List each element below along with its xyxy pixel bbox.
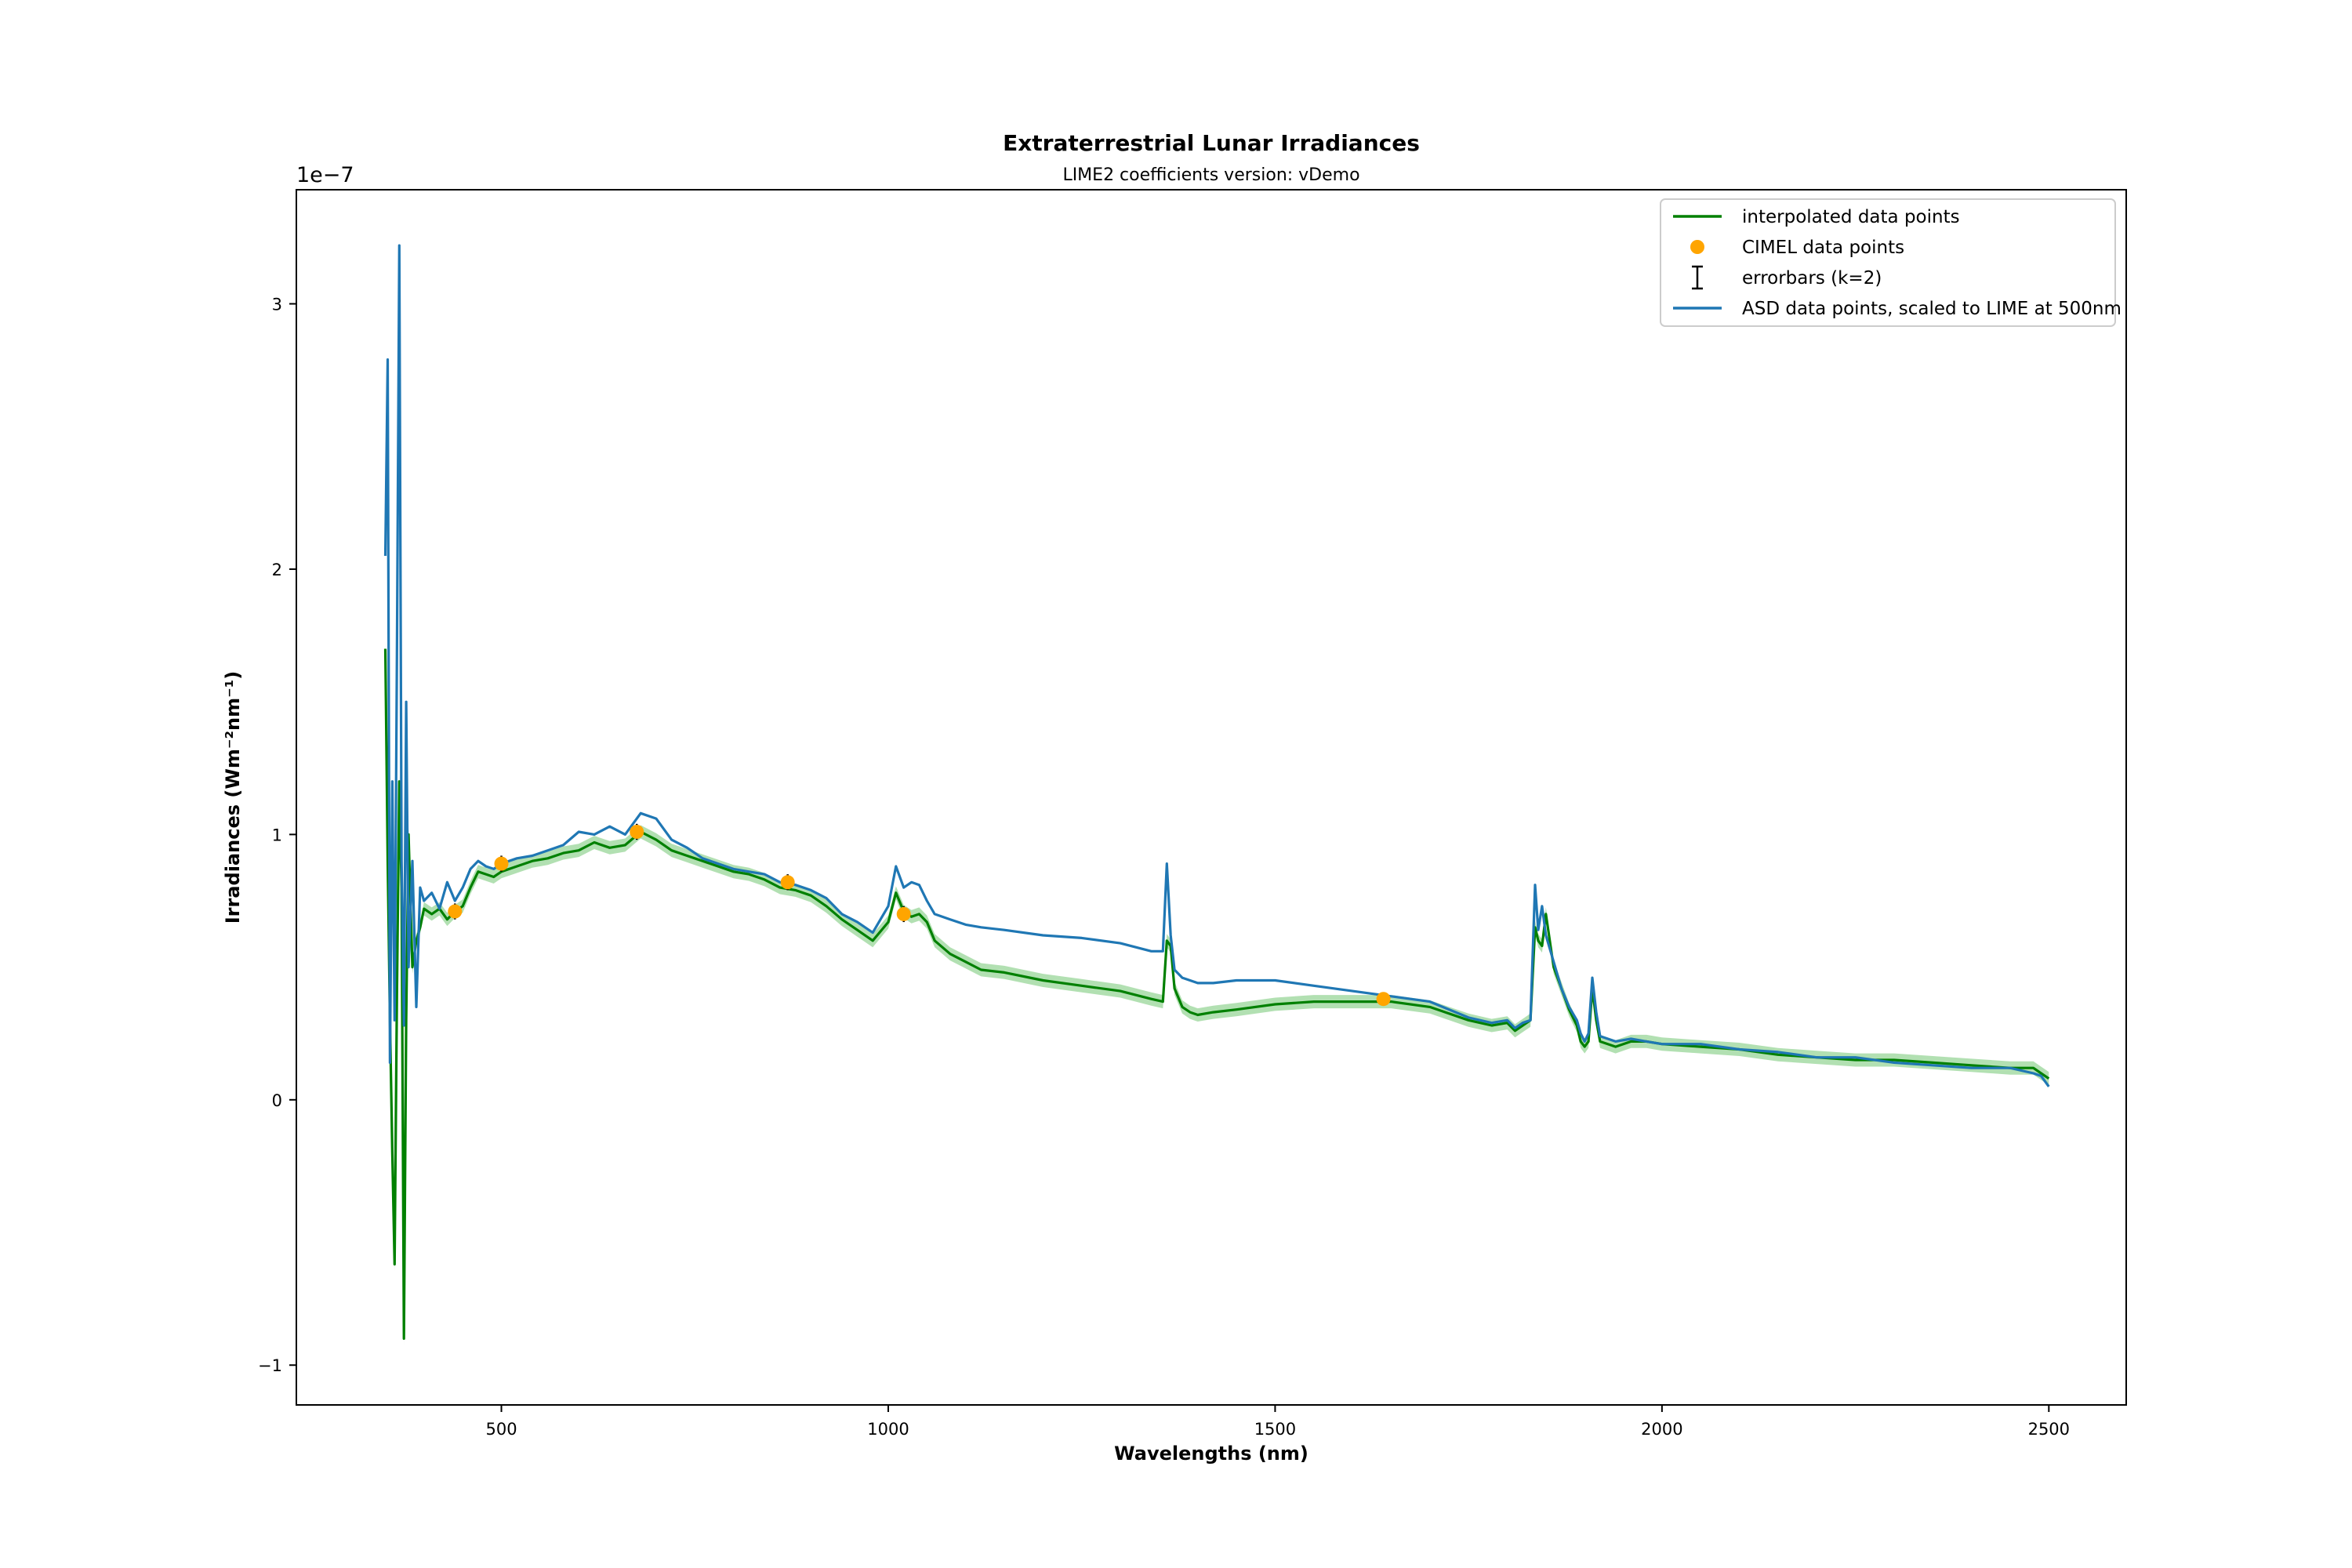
y-tick-label: 0 [272,1091,282,1110]
x-tick-label: 1500 [1254,1420,1296,1439]
legend-label-cimel: CIMEL data points [1742,238,1904,258]
y-tick-label: 1 [272,826,282,844]
x-tick-label: 2500 [2028,1420,2070,1439]
y-tick-label: −1 [258,1356,282,1375]
cimel-point [630,824,644,839]
cimel-point [448,904,463,919]
chart-title: Extraterrestrial Lunar Irradiances [1003,130,1420,156]
cimel-point [494,856,509,871]
legend-errorbar-errorbar [1692,265,1703,290]
x-axis-ticks: 500 1000 1500 2000 2500 [485,1405,2070,1439]
legend-label-interpolated: interpolated data points [1742,207,1960,227]
legend-frame [1660,198,2116,327]
cimel-point [896,906,911,921]
legend-dot-cimel [1690,240,1704,254]
legend: interpolated data points CIMEL data point… [1660,198,2122,327]
y-tick-label: 2 [272,561,282,579]
x-tick-label: 500 [485,1420,517,1439]
y-axis-ticks: −1 0 1 2 3 [258,296,296,1375]
cimel-point [1376,992,1391,1007]
cimel-point [780,875,795,890]
x-axis-label: Wavelengths (nm) [1114,1443,1308,1465]
y-axis-offset-label: 1e−7 [296,163,354,187]
y-axis-label: Irradiances (Wm⁻²nm⁻¹) [222,671,244,924]
plot-frame [296,189,2127,1406]
chart-subtitle: LIME2 coefficients version: vDemo [1062,165,1359,185]
plot-content [383,244,2050,1345]
legend-label-errorbar: errorbars (k=2) [1742,268,1882,289]
plot-area [296,190,2126,1405]
series-line-asd [383,244,2050,1087]
legend-label-asd: ASD data points, scaled to LIME at 500nm [1742,299,2122,319]
x-tick-label: 2000 [1641,1420,1682,1439]
x-tick-label: 1000 [867,1420,909,1439]
y-tick-label: 3 [272,296,282,314]
